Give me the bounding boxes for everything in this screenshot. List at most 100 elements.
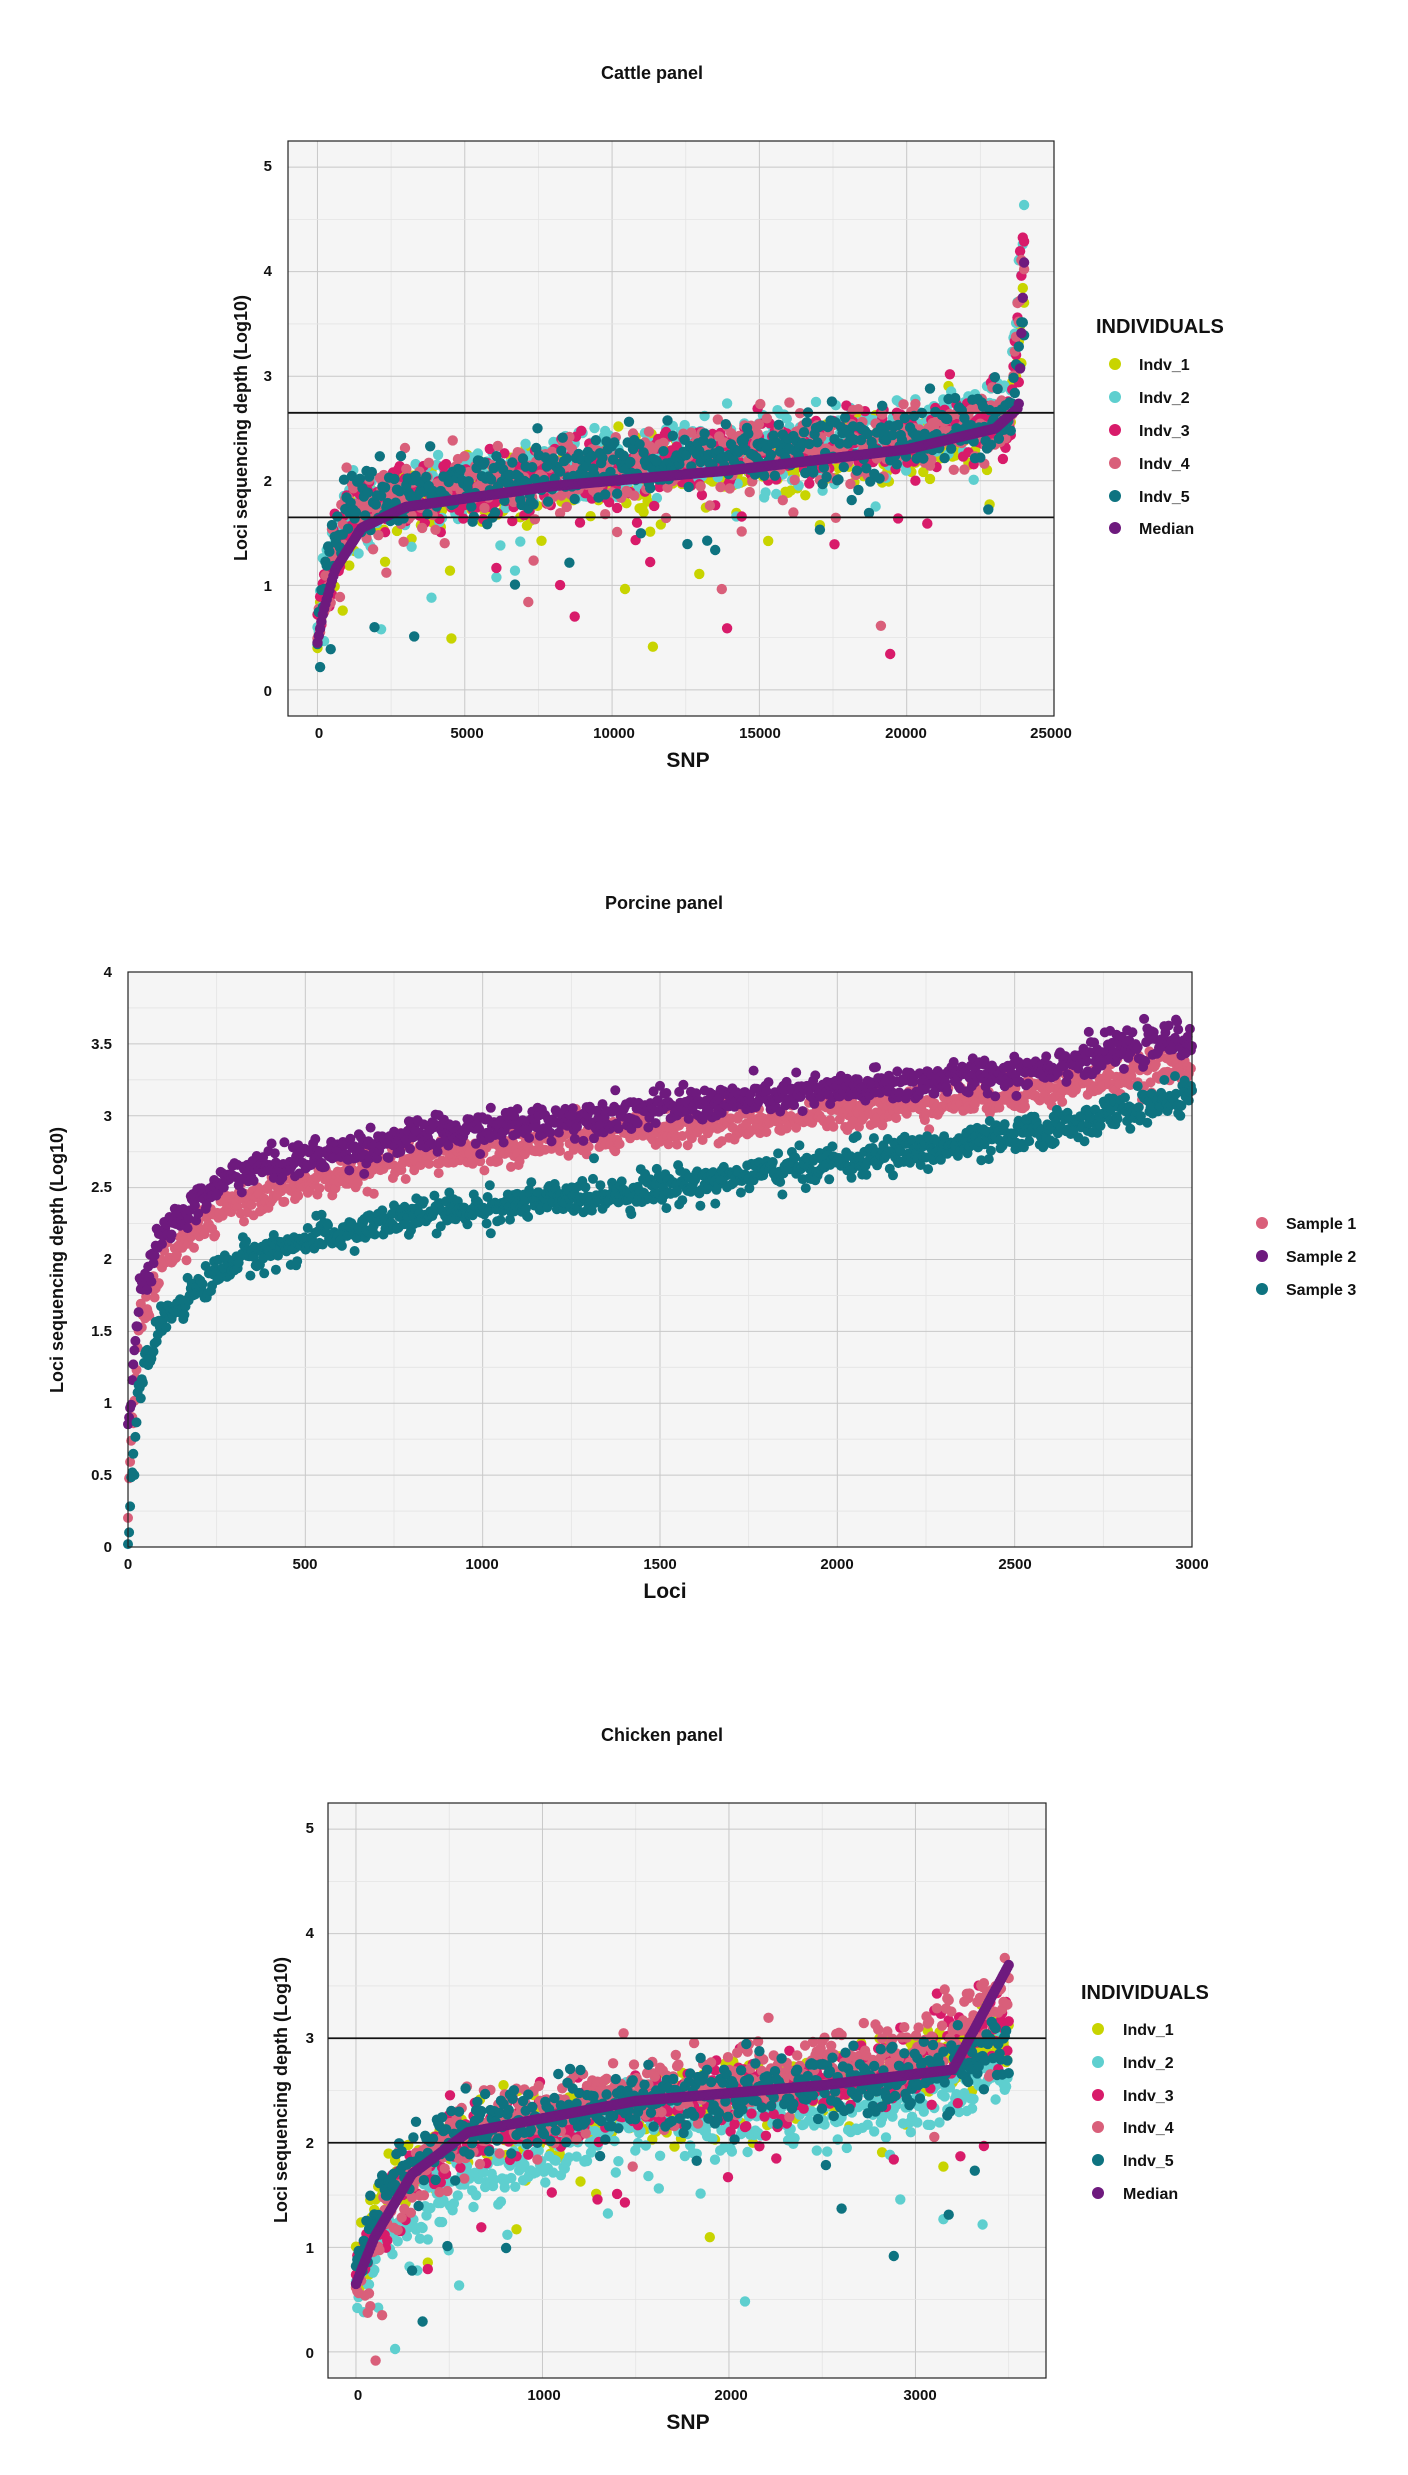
data-point (1018, 236, 1030, 247)
data-point (439, 538, 450, 549)
data-point (369, 622, 380, 633)
data-point (344, 1165, 355, 1176)
data-point (1017, 292, 1028, 303)
data-point (771, 488, 782, 500)
cattle-panel: Cattle panel 0 5000 10000 15000 20000 25… (231, 63, 1224, 772)
y-tick-label: 4 (264, 263, 273, 280)
x-tick-label: 25000 (1030, 725, 1072, 742)
data-point (342, 523, 354, 534)
x-tick-label: 15000 (739, 725, 781, 742)
cattle-x-tick-labels: 0 5000 10000 15000 20000 25000 (315, 725, 1072, 742)
legend-label: Indv_3 (1139, 423, 1190, 440)
data-point (992, 383, 1003, 395)
data-point (769, 470, 781, 481)
data-point (611, 526, 623, 538)
data-point (614, 1139, 625, 1149)
data-point (846, 494, 857, 506)
data-point (661, 1088, 672, 1098)
data-point (1005, 425, 1016, 436)
data-point (498, 1137, 509, 1148)
data-point (459, 451, 470, 462)
data-point (1185, 1063, 1196, 1074)
data-point (546, 1136, 557, 1147)
data-point (804, 478, 815, 489)
data-point (781, 413, 792, 424)
data-point (128, 1359, 139, 1370)
legend-marker-indv-3 (1109, 424, 1121, 436)
data-point (679, 419, 690, 431)
x-tick-label: 0 (315, 725, 323, 742)
data-point (400, 1174, 411, 1184)
data-point (492, 440, 503, 452)
data-point (314, 1183, 325, 1194)
data-point (968, 474, 979, 485)
data-point (248, 1175, 259, 1186)
data-point (512, 1104, 523, 1114)
data-point (736, 526, 747, 537)
data-point (721, 398, 733, 409)
data-point (166, 1229, 177, 1240)
data-point (611, 502, 623, 514)
data-point (515, 536, 526, 547)
data-point (721, 623, 733, 634)
data-point (489, 507, 501, 518)
data-point (997, 453, 1009, 465)
data-point (870, 501, 881, 512)
data-point (773, 419, 784, 430)
data-point (564, 557, 575, 568)
data-point (877, 400, 888, 411)
legend-marker-indv-4 (1109, 457, 1121, 469)
data-point (324, 546, 335, 557)
data-point (944, 369, 956, 380)
data-point (491, 572, 502, 583)
data-point (569, 611, 580, 622)
cattle-y-axis-label: Loci sequencing depth (Log10) (231, 295, 251, 561)
data-point (765, 449, 777, 460)
data-point (924, 473, 936, 485)
data-point (578, 1135, 589, 1146)
data-point (797, 1106, 808, 1117)
cattle-legend: INDIVIDUALS Indv_1 Indv_2 Indv_3 Indv_4 … (1096, 316, 1224, 538)
data-point (406, 533, 417, 544)
data-point (430, 524, 441, 535)
data-point (129, 1345, 140, 1356)
y-tick-label: 5 (264, 158, 272, 175)
data-point (279, 1196, 290, 1207)
data-point (266, 1138, 277, 1149)
data-point (366, 466, 377, 478)
data-point (269, 1148, 280, 1159)
data-point (293, 1190, 304, 1201)
data-point (720, 419, 731, 430)
data-point (509, 565, 521, 576)
data-point (946, 443, 957, 454)
data-point (694, 568, 705, 580)
data-point (600, 489, 611, 500)
data-point (365, 1122, 376, 1133)
data-point (899, 412, 910, 424)
data-point (623, 416, 635, 427)
data-point (557, 432, 568, 443)
data-point (645, 483, 656, 494)
data-point (755, 398, 766, 410)
data-point (495, 540, 506, 551)
legend-marker-indv-1 (1109, 358, 1121, 370)
legend-label: Indv_4 (1139, 456, 1190, 473)
data-point (851, 465, 863, 476)
data-point (527, 462, 538, 473)
data-point (181, 1255, 192, 1266)
data-point (874, 473, 885, 484)
data-point (398, 536, 409, 547)
data-point (507, 515, 518, 527)
data-point (892, 513, 904, 524)
data-point (426, 592, 437, 603)
data-point (325, 644, 336, 655)
data-point (383, 1152, 394, 1163)
data-point (532, 423, 543, 434)
data-point (344, 560, 355, 571)
cattle-y-tick-labels: 0 1 2 3 4 5 (264, 158, 273, 700)
data-point (645, 556, 656, 568)
data-point (983, 504, 994, 515)
data-point (833, 474, 844, 485)
data-point (649, 500, 660, 512)
data-point (524, 1132, 535, 1143)
